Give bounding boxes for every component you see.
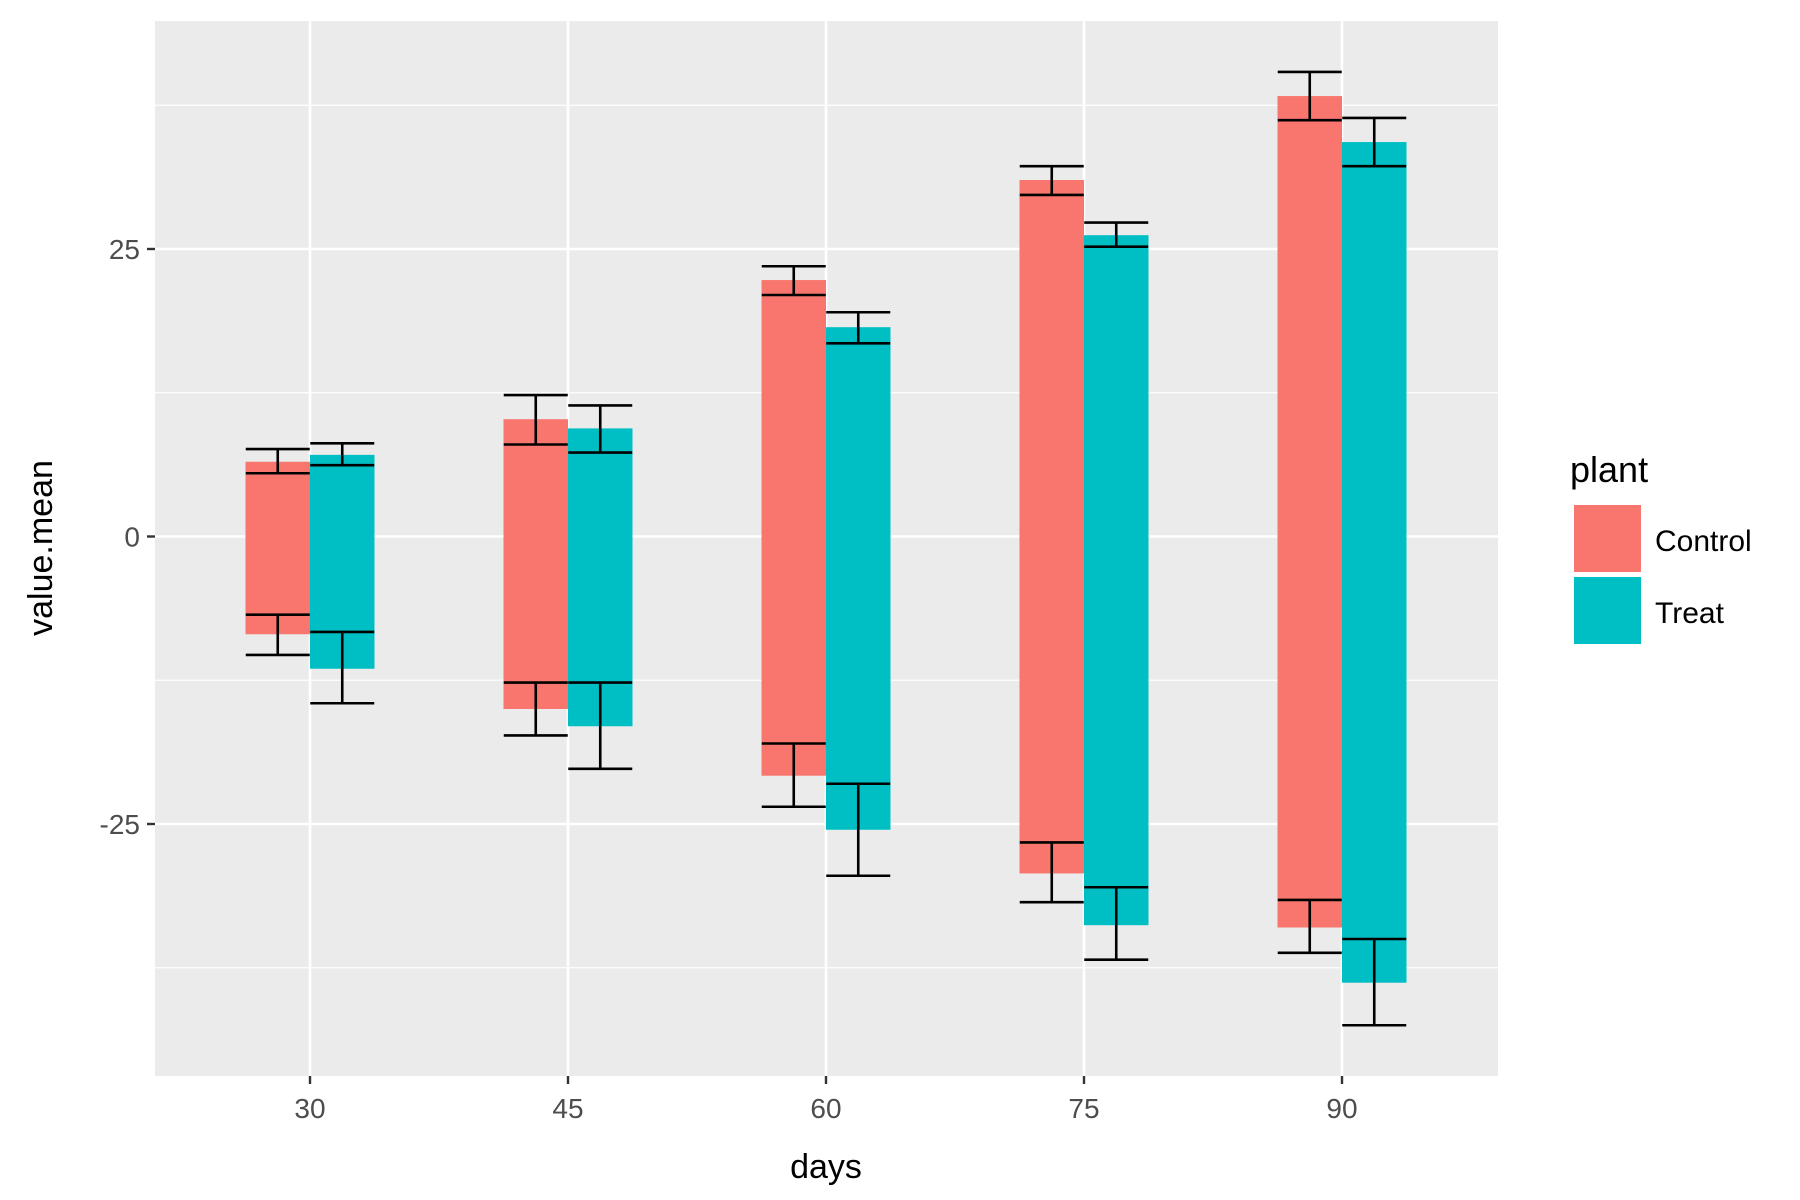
errorbar-treat-upper-90	[1342, 116, 1407, 168]
errorbar-treat-upper-60	[826, 310, 891, 345]
bar-treat-upper-90	[1342, 142, 1407, 537]
errorbar-layer	[245, 70, 1407, 1027]
legend-label-control: Control	[1655, 525, 1752, 558]
y-tick-label: -25	[100, 809, 140, 840]
bar-treat-lower-60	[826, 536, 891, 830]
x-tick-label: 60	[810, 1093, 841, 1124]
errorbar-treat-lower-60	[826, 782, 891, 878]
x-tick-label: 45	[552, 1093, 583, 1124]
bar-treat-lower-75	[1084, 536, 1149, 926]
y-tick-labels: -25 0 25	[100, 234, 140, 840]
errorbar-control-lower-60	[761, 742, 826, 809]
errorbar-control-lower-90	[1277, 898, 1342, 955]
errorbar-control-upper-30	[245, 447, 310, 475]
bar-control-lower-90	[1277, 536, 1342, 928]
bar-control-lower-60	[761, 536, 826, 776]
errorbar-treat-lower-30	[310, 630, 375, 705]
errorbar-control-lower-30	[245, 613, 310, 657]
errorbar-control-upper-60	[761, 264, 826, 297]
y-axis-title: value.mean	[22, 460, 60, 636]
x-tick-label: 90	[1326, 1093, 1357, 1124]
bar-treat-upper-60	[826, 327, 891, 537]
x-tick-label: 75	[1068, 1093, 1099, 1124]
bar-control-upper-75	[1019, 180, 1084, 537]
errorbar-treat-upper-75	[1084, 221, 1149, 248]
legend-swatch-control	[1574, 505, 1641, 572]
bar-treat-upper-30	[310, 454, 375, 537]
legend-swatch-treat	[1574, 577, 1641, 644]
errorbar-treat-lower-90	[1342, 937, 1407, 1027]
errorbar-control-upper-90	[1277, 70, 1342, 122]
bar-control-lower-45	[503, 536, 568, 709]
x-tick-label: 30	[294, 1093, 325, 1124]
legend-title: plant	[1570, 449, 1648, 490]
errorbar-treat-lower-45	[568, 681, 633, 771]
bar-layer	[245, 96, 1407, 983]
axis-ticks	[147, 247, 1344, 1084]
errorbar-control-upper-75	[1019, 164, 1084, 197]
errorbar-treat-lower-75	[1084, 885, 1149, 962]
legend: plant Control Treat	[1570, 449, 1752, 644]
bar-treat-upper-75	[1084, 235, 1149, 537]
y-tick-label: 0	[124, 522, 140, 553]
errorbar-control-lower-75	[1019, 841, 1084, 904]
bar-control-upper-60	[761, 280, 826, 537]
bar-control-lower-75	[1019, 536, 1084, 874]
errorbar-treat-upper-45	[568, 404, 633, 454]
legend-label-treat: Treat	[1655, 597, 1725, 630]
x-axis-title: days	[790, 1148, 862, 1186]
bar-treat-lower-90	[1342, 536, 1407, 983]
x-tick-labels: 30 45 60 75 90	[294, 1093, 1357, 1124]
errorbar-treat-upper-30	[310, 442, 375, 467]
y-tick-label: 25	[109, 234, 140, 265]
errorbar-control-lower-45	[503, 681, 568, 737]
bar-control-upper-90	[1277, 96, 1342, 537]
errorbar-control-upper-45	[503, 393, 568, 446]
